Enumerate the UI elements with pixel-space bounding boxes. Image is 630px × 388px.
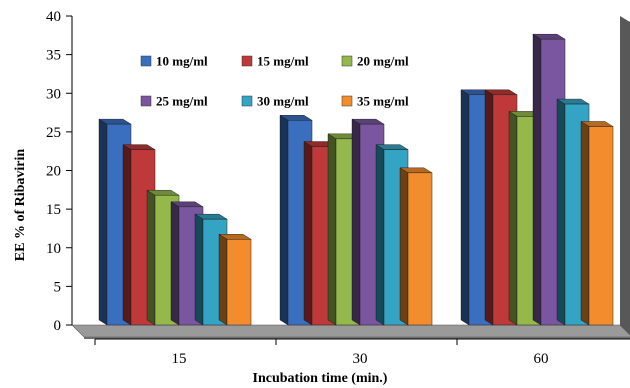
bars xyxy=(98,33,614,326)
legend-label: 25 mg/ml xyxy=(156,94,208,109)
axes: 0 5 10 15 20 25 30 35 40 15 30 60 xyxy=(46,9,630,367)
legend-swatch xyxy=(140,55,152,67)
legend-swatch xyxy=(140,95,152,107)
bar xyxy=(218,233,252,326)
y-tick-label: 40 xyxy=(46,9,61,25)
y-tick-label: 5 xyxy=(54,279,62,295)
legend-swatch xyxy=(241,55,253,67)
floor-top xyxy=(71,324,630,338)
legend-label: 15 mg/ml xyxy=(257,54,309,69)
legend-swatch xyxy=(341,95,353,107)
legend-swatch xyxy=(241,95,253,107)
y-tick-label: 35 xyxy=(46,48,61,64)
side-wall xyxy=(620,16,630,335)
y-tick-label: 30 xyxy=(46,86,61,102)
y-tick-label: 0 xyxy=(54,318,62,334)
bar xyxy=(399,167,433,326)
legend-entry: 10 mg/ml xyxy=(140,54,208,69)
y-axis-title: EE % of Ribavirin xyxy=(13,149,28,262)
y-tick-label: 10 xyxy=(46,241,61,257)
y-tick-label: 25 xyxy=(46,125,61,141)
plot-back-wall xyxy=(620,16,630,335)
y-tick-label: 20 xyxy=(46,164,61,180)
legend-entry: 20 mg/ml xyxy=(341,54,409,69)
legend-label: 10 mg/ml xyxy=(156,54,208,69)
legend-label: 35 mg/ml xyxy=(357,94,409,109)
x-tick-label: 30 xyxy=(353,351,368,367)
x-tick-label: 15 xyxy=(172,351,187,367)
plot-floor xyxy=(71,324,630,339)
legend-entry: 30 mg/ml xyxy=(241,94,309,109)
legend-entry: 35 mg/ml xyxy=(341,94,409,109)
y-tick-label: 15 xyxy=(46,202,61,218)
legend-swatch xyxy=(341,55,353,67)
legend: 10 mg/ml 15 mg/ml 20 mg/ml 25 mg/ml 30 mg/ml… xyxy=(140,54,409,109)
legend-label: 30 mg/ml xyxy=(257,94,309,109)
legend-label: 20 mg/ml xyxy=(357,54,409,69)
legend-entry: 15 mg/ml xyxy=(241,54,309,69)
bar xyxy=(580,121,614,326)
legend-entry: 25 mg/ml xyxy=(140,94,208,109)
x-tick-label: 60 xyxy=(534,351,549,367)
x-axis-title: Incubation time (min.) xyxy=(253,371,388,386)
